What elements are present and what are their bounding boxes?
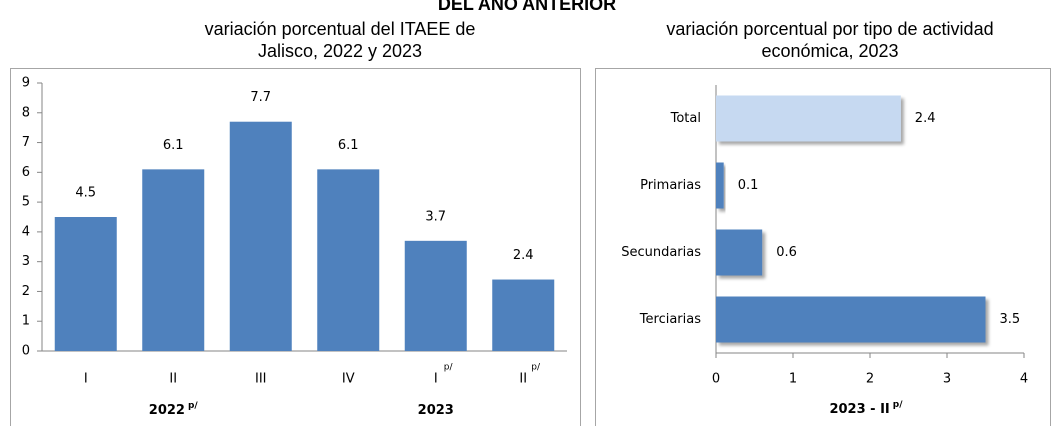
- chart-title: variación porcentual del ITAEE de: [205, 19, 476, 39]
- y-tick-label: Terciarias: [639, 312, 701, 327]
- bar: [229, 121, 292, 351]
- data-label: 6.1: [163, 138, 184, 153]
- x-tick-label: 0: [712, 372, 720, 387]
- bar: [716, 229, 763, 276]
- data-label: 4.5: [75, 186, 96, 201]
- x-tick-label: IV: [342, 372, 355, 387]
- y-tick-label: Secundarias: [621, 245, 701, 260]
- x-tick-note: p/: [444, 363, 454, 373]
- bar: [716, 296, 986, 343]
- y-tick-label: 7: [22, 135, 30, 150]
- y-tick-label: 0: [22, 344, 30, 359]
- header: DEL AÑO ANTERIOR: [438, 0, 616, 14]
- y-tick-label: Total: [670, 111, 701, 126]
- x-tick-label: II: [169, 372, 177, 387]
- x-tick-note: p/: [531, 363, 541, 373]
- x-axis-label-note: p/: [893, 400, 903, 410]
- data-label: 2.4: [915, 111, 936, 126]
- x-tick-label: I: [434, 372, 438, 387]
- y-tick-label: Primarias: [640, 178, 701, 193]
- x-axis-label-text: 2023 - II: [829, 402, 889, 417]
- data-label: 6.1: [338, 138, 359, 153]
- chart-title: económica, 2023: [761, 41, 898, 61]
- chart-title: Jalisco, 2022 y 2023: [258, 41, 422, 61]
- x-tick-label: II: [519, 372, 527, 387]
- data-label: 7.7: [250, 90, 271, 105]
- chart-title: variación porcentual por tipo de activid…: [666, 19, 993, 39]
- bar: [317, 169, 380, 351]
- group-label: 2022 p/: [149, 401, 199, 418]
- x-tick-label: 1: [789, 372, 797, 387]
- x-tick-label: III: [255, 372, 267, 387]
- data-label: 3.7: [425, 209, 446, 224]
- data-label: 3.5: [1000, 312, 1021, 327]
- y-tick-label: 1: [22, 314, 30, 329]
- y-tick-label: 2: [22, 284, 30, 299]
- group-label-text: 2023: [418, 403, 454, 418]
- y-tick-label: 9: [22, 76, 30, 91]
- y-tick-label: 6: [22, 165, 30, 180]
- y-tick-label: 3: [22, 254, 30, 269]
- data-label: 0.1: [738, 178, 759, 193]
- bar: [54, 217, 117, 351]
- chart-frame: [10, 68, 581, 426]
- x-tick-label: I: [84, 372, 88, 387]
- data-label: 0.6: [776, 245, 797, 260]
- y-tick-label: 8: [22, 105, 30, 120]
- data-label: 2.4: [513, 248, 534, 263]
- x-tick-label: 3: [943, 372, 951, 387]
- group-label-text: 2022: [149, 403, 185, 418]
- group-label-note: p/: [188, 401, 198, 411]
- x-tick-label: 2: [866, 372, 874, 387]
- x-tick-label: 4: [1020, 372, 1028, 387]
- bar: [492, 279, 555, 351]
- y-tick-label: 4: [22, 224, 30, 239]
- bar: [716, 95, 901, 142]
- y-tick-label: 5: [22, 195, 30, 210]
- bar: [142, 169, 205, 351]
- bar: [716, 162, 724, 209]
- chart-frame: [595, 68, 1051, 426]
- group-label: 2023: [418, 403, 454, 418]
- x-axis-label: 2023 - II p/: [829, 400, 903, 417]
- bar: [404, 240, 467, 351]
